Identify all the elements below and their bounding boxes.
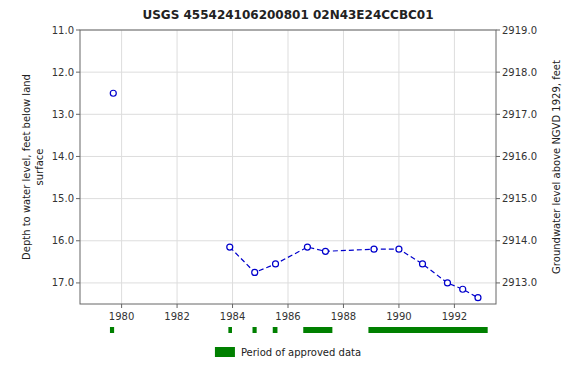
y-tick-label: 17.0: [52, 277, 74, 288]
y2-tick: [496, 198, 500, 199]
y-axis: 11.0 12.0 13.0 14.0 15.0 16.0 17.0: [52, 25, 80, 289]
x-tick-label: 1986: [275, 311, 300, 322]
data-point: [273, 261, 279, 267]
y-axis-label-line: Depth to water level, feet below land: [21, 74, 32, 260]
legend-label: Period of approved data: [241, 347, 361, 358]
data-point: [371, 246, 377, 252]
x-grid-line: [177, 30, 178, 304]
series-line: [230, 247, 478, 298]
x-grid-line: [288, 30, 289, 304]
plot-area: [110, 90, 481, 300]
x-axis: 1980 1982 1984 1986 1988 1990 1992: [109, 304, 467, 322]
data-point: [252, 269, 258, 275]
y2-tick: [496, 156, 500, 157]
x-grid-line: [454, 30, 455, 304]
y-tick-label: 16.0: [52, 235, 74, 246]
x-tick-label: 1980: [109, 311, 134, 322]
y-axis-label-line: surface: [34, 149, 45, 186]
y2-tick: [496, 282, 500, 283]
data-point: [304, 244, 310, 250]
approved-periods: [110, 327, 488, 333]
x-grid-line: [398, 30, 399, 304]
data-point: [460, 286, 466, 292]
x-tick: [454, 304, 455, 308]
x-tick: [121, 304, 122, 308]
y-tick-label: 11.0: [52, 25, 74, 36]
y2-axis-label: Groundwater level above NGVD 1929, feet: [551, 60, 562, 274]
y-grid-line: [80, 72, 496, 73]
data-point: [444, 280, 450, 286]
x-tick-label: 1988: [331, 311, 356, 322]
x-grid-line: [232, 30, 233, 304]
y2-tick-label: 2918.0: [502, 67, 537, 78]
y2-tick-label: 2916.0: [502, 151, 537, 162]
approved-period-bar: [253, 327, 257, 333]
y2-tick: [496, 240, 500, 241]
y2-tick-label: 2914.0: [502, 235, 537, 246]
approved-period-bar: [110, 327, 114, 333]
y-tick: [76, 156, 80, 157]
series: [227, 244, 481, 301]
approved-period-bar: [368, 327, 487, 333]
y-grid-line: [80, 240, 496, 241]
y2-tick-label: 2915.0: [502, 193, 537, 204]
y-tick: [76, 72, 80, 73]
y-grid-line: [80, 282, 496, 283]
y-grid-line: [80, 156, 496, 157]
legend: Period of approved data: [215, 347, 361, 358]
y-tick-label: 15.0: [52, 193, 74, 204]
y-tick: [76, 114, 80, 115]
data-point: [420, 261, 426, 267]
y2-tick-label: 2919.0: [502, 25, 537, 36]
chart-title: USGS 455424106200801 02N43E24CCBC01: [142, 8, 433, 22]
approved-period-bar: [303, 327, 332, 333]
y-tick-label: 13.0: [52, 109, 74, 120]
y-tick: [76, 282, 80, 283]
x-tick-label: 1984: [220, 311, 245, 322]
y-grid-line: [80, 114, 496, 115]
legend-swatch: [215, 347, 235, 357]
x-tick: [177, 304, 178, 308]
y2-tick-label: 2913.0: [502, 277, 537, 288]
data-point: [396, 246, 402, 252]
y-tick: [76, 30, 80, 31]
approved-period-bar: [273, 327, 278, 333]
x-tick-label: 1992: [442, 311, 467, 322]
chart-container: 1980 1982 1984 1986 1988 1990 1992 11.0 12.0 13.0…: [0, 0, 576, 384]
x-tick: [343, 304, 344, 308]
grid: [80, 30, 496, 304]
x-grid-line: [121, 30, 122, 304]
data-point: [322, 248, 328, 254]
x-tick-label: 1990: [386, 311, 411, 322]
data-point: [227, 244, 233, 250]
plot-frame: [80, 30, 496, 304]
y2-axis: 2913.0 2914.0 2915.0 2916.0 2917.0 2918.0 2919…: [496, 25, 537, 289]
y-tick: [76, 198, 80, 199]
x-grid-line: [343, 30, 344, 304]
y-tick: [76, 240, 80, 241]
y-tick-label: 12.0: [52, 67, 74, 78]
y2-tick-label: 2917.0: [502, 109, 537, 120]
x-tick: [398, 304, 399, 308]
y-grid-line: [80, 198, 496, 199]
x-tick-label: 1982: [164, 311, 189, 322]
x-tick: [288, 304, 289, 308]
data-point: [110, 90, 116, 96]
approved-period-bar: [228, 327, 232, 333]
data-point: [475, 295, 481, 301]
y2-tick: [496, 72, 500, 73]
y-tick-label: 14.0: [52, 151, 74, 162]
y2-tick: [496, 30, 500, 31]
series: [110, 90, 116, 96]
chart-svg: 1980 1982 1984 1986 1988 1990 1992 11.0 12.0 13.0…: [0, 0, 576, 384]
x-tick: [232, 304, 233, 308]
y-axis-label: Depth to water level, feet below landsur…: [21, 74, 45, 260]
y2-tick: [496, 114, 500, 115]
